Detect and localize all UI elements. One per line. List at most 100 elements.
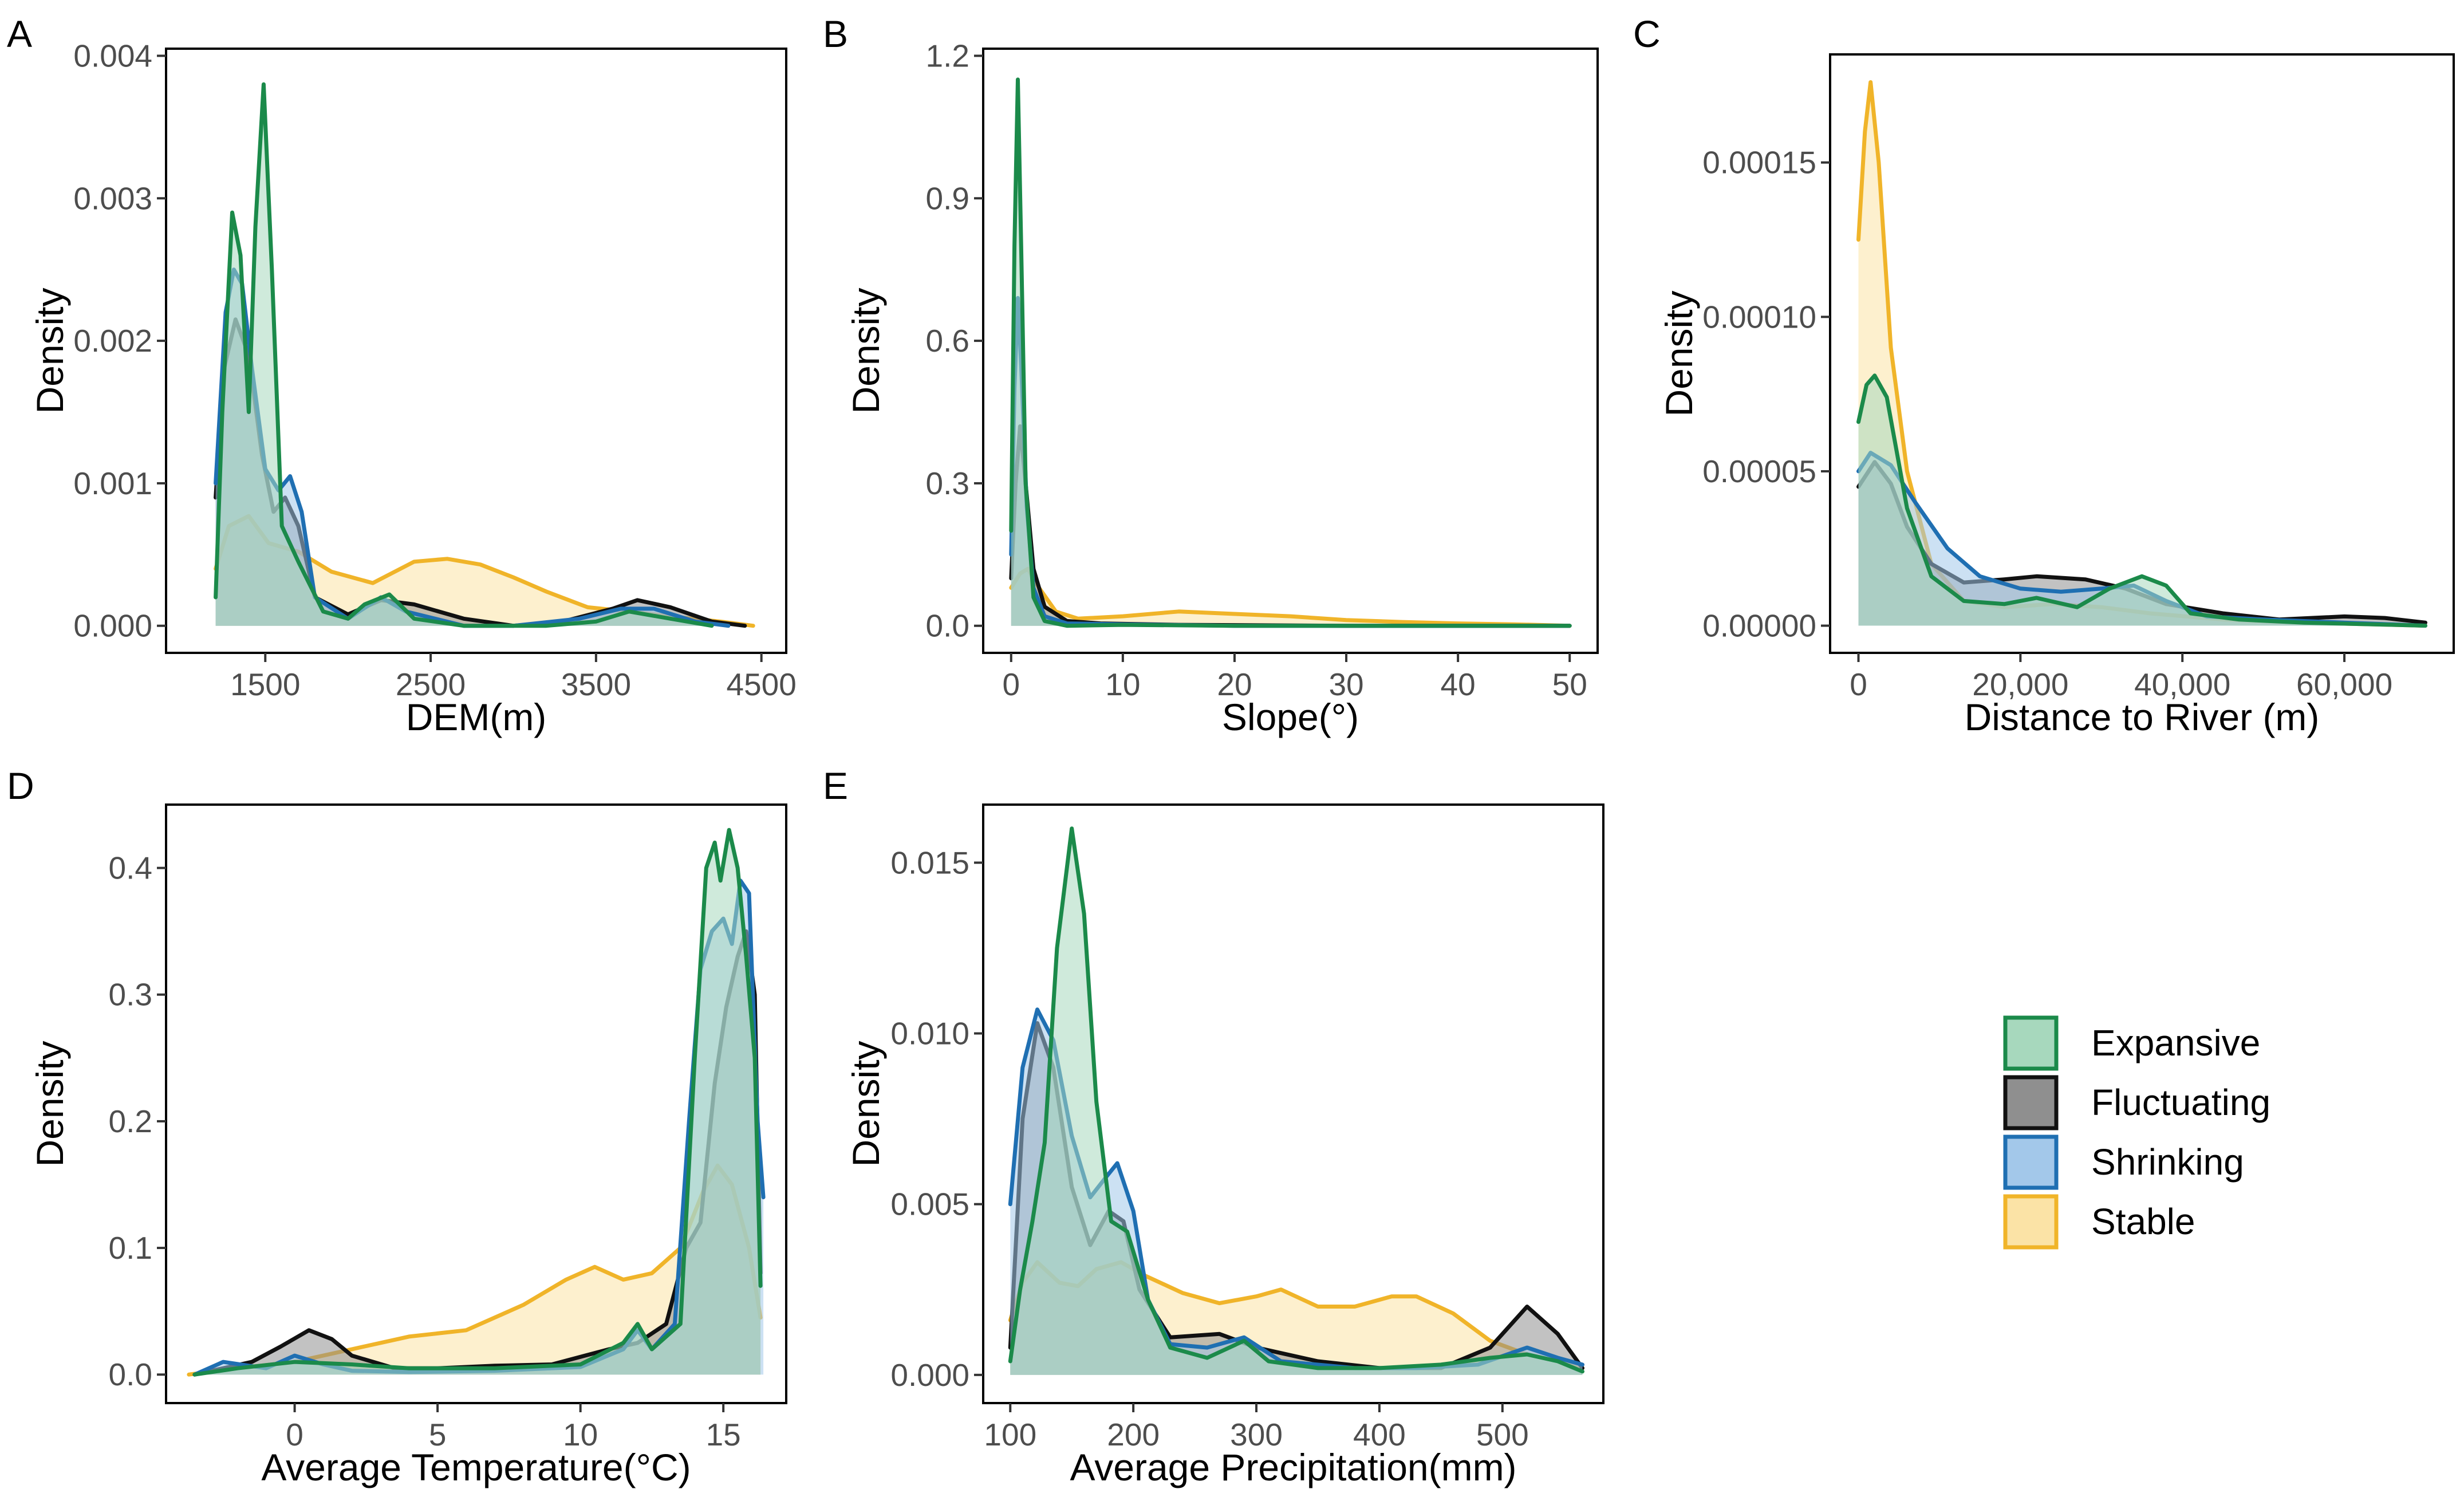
legend-key-stable xyxy=(2003,1194,2059,1250)
panel-letter-e: E xyxy=(823,765,848,807)
density-area-b-fluctuating xyxy=(1011,426,1570,626)
y-tick-label-b: 0.0 xyxy=(926,608,969,644)
panel-letter-d: D xyxy=(7,765,34,807)
x-tick-label-b: 40 xyxy=(1441,667,1476,702)
panel-frame-d xyxy=(165,803,787,1404)
panel-letter-b: B xyxy=(823,13,848,55)
x-tick-label-e: 300 xyxy=(1230,1417,1283,1452)
legend-label-fluctuating: Fluctuating xyxy=(2091,1082,2270,1123)
density-area-d-expansive xyxy=(194,830,761,1375)
density-line-b-expansive xyxy=(1009,77,1572,628)
density-line-b-fluctuating xyxy=(1009,424,1572,628)
series-group-d xyxy=(187,828,766,1377)
y-tick-label-b: 0.9 xyxy=(926,180,969,216)
series-group-b xyxy=(1009,77,1572,628)
legend: Expansive Fluctuating Shrinking Stable xyxy=(2003,1015,2270,1250)
density-line-d-shrinking xyxy=(192,878,766,1377)
legend-label-expansive: Expansive xyxy=(2091,1022,2260,1063)
x-tick-label-b: 10 xyxy=(1105,667,1140,702)
y-tick-label-b: 0.3 xyxy=(926,466,969,501)
x-tick-label-e: 200 xyxy=(1107,1417,1160,1452)
density-area-b-expansive xyxy=(1011,79,1570,626)
x-tick-label-d: 5 xyxy=(429,1417,447,1452)
series-group-c xyxy=(1856,80,2427,628)
x-tick-label-b: 50 xyxy=(1552,667,1587,702)
density-area-e-expansive xyxy=(1010,828,1583,1375)
density-area-d-stable xyxy=(188,1165,761,1375)
y-tick-label-d: 0.2 xyxy=(109,1104,152,1139)
x-tick-label-e: 500 xyxy=(1476,1417,1529,1452)
panel-frame-c xyxy=(1829,53,2455,654)
series-group-e xyxy=(1008,826,1584,1375)
y-axis-title-e: Density xyxy=(845,1041,887,1167)
y-tick-label-d: 0.1 xyxy=(109,1230,152,1266)
x-tick-label-e: 100 xyxy=(984,1417,1036,1452)
x-tick-label-d: 0 xyxy=(286,1417,303,1452)
panel-a: A 1500 2500 3500 4500 0.000 0.001 0.002 0.003 0.0… xyxy=(7,13,797,738)
legend-key-fluctuating xyxy=(2003,1075,2059,1130)
density-line-a-expansive xyxy=(214,82,714,628)
x-tick-label-a: 4500 xyxy=(727,667,797,702)
x-axis-title-c: Distance to River (m) xyxy=(1965,696,2320,738)
y-tick-label-c: 0.00005 xyxy=(1702,454,1816,489)
y-tick-label-a: 0.001 xyxy=(73,466,152,501)
y-tick-label-d: 0.4 xyxy=(109,850,152,886)
x-tick-label-b: 0 xyxy=(1002,667,1020,702)
legend-label-stable: Stable xyxy=(2091,1201,2195,1242)
x-tick-label-c: 0 xyxy=(1850,667,1867,702)
density-area-b-shrinking xyxy=(1011,298,1570,626)
x-axis-title-b: Slope(°) xyxy=(1222,696,1359,738)
x-axis-title-d: Average Temperature(°C) xyxy=(261,1446,691,1488)
density-line-c-expansive xyxy=(1856,373,2427,628)
x-tick-label-a: 2500 xyxy=(396,667,466,702)
x-tick-label-c: 60,000 xyxy=(2296,667,2392,702)
x-tick-label-b: 20 xyxy=(1217,667,1252,702)
x-tick-label-b: 30 xyxy=(1328,667,1363,702)
density-line-e-expansive xyxy=(1008,826,1584,1374)
y-tick-label-e: 0.010 xyxy=(890,1016,969,1051)
x-axis-title-e: Average Precipitation(mm) xyxy=(1070,1446,1516,1488)
y-tick-label-c: 0.00000 xyxy=(1702,608,1816,644)
y-tick-label-a: 0.000 xyxy=(73,608,152,644)
panel-b: B 0 10 20 30 40 50 0.0 0.3 0.6 0.9 1.2 Slope(°) Densi… xyxy=(823,13,1599,738)
y-axis-title-c: Density xyxy=(1658,290,1700,416)
y-tick-label-e: 0.000 xyxy=(890,1357,969,1393)
y-tick-label-a: 0.003 xyxy=(73,180,152,216)
panel-e: E 100 200 300 400 500 0.000 0.005 0.010 0.015 Aver… xyxy=(823,765,1604,1488)
x-tick-label-d: 10 xyxy=(563,1417,598,1452)
y-axis-title-d: Density xyxy=(29,1041,71,1167)
y-tick-label-a: 0.004 xyxy=(73,38,152,73)
panel-letter-c: C xyxy=(1633,13,1661,55)
y-tick-label-c: 0.00015 xyxy=(1702,145,1816,180)
panel-frame-a xyxy=(165,48,787,654)
density-line-b-stable xyxy=(1009,566,1572,628)
legend-label-shrinking: Shrinking xyxy=(2091,1141,2244,1183)
panel-letter-a: A xyxy=(7,13,32,55)
density-line-b-shrinking xyxy=(1009,296,1572,628)
x-tick-label-c: 40,000 xyxy=(2134,667,2230,702)
y-tick-label-a: 0.002 xyxy=(73,323,152,359)
y-tick-label-b: 1.2 xyxy=(926,38,969,73)
density-area-a-stable xyxy=(215,516,754,626)
series-group-a xyxy=(214,82,755,628)
y-tick-label-c: 0.00010 xyxy=(1702,299,1816,334)
x-tick-label-a: 1500 xyxy=(230,667,300,702)
panel-d: D 0 5 10 15 0.0 0.1 0.2 0.3 0.4 Average Temperatur… xyxy=(7,765,787,1488)
x-axis-title-a: DEM(m) xyxy=(406,696,547,738)
density-area-c-expansive xyxy=(1858,375,2426,626)
legend-key-expansive xyxy=(2003,1015,2059,1071)
legend-key-shrinking xyxy=(2003,1134,2059,1190)
y-axis-title-b: Density xyxy=(845,287,887,413)
x-tick-label-a: 3500 xyxy=(561,667,631,702)
panel-frame-e xyxy=(982,803,1604,1404)
y-tick-label-e: 0.005 xyxy=(890,1187,969,1222)
x-tick-label-d: 15 xyxy=(706,1417,741,1452)
density-line-d-expansive xyxy=(192,828,763,1377)
y-tick-label-b: 0.6 xyxy=(926,323,969,359)
panel-c: C 0 20,000 40,000 60,000 0.00000 0.00005 0.0001… xyxy=(1633,13,2455,738)
panel-frame-b xyxy=(982,48,1599,654)
x-tick-label-c: 20,000 xyxy=(1972,667,2068,702)
y-tick-label-d: 0.0 xyxy=(109,1357,152,1392)
y-tick-label-e: 0.015 xyxy=(890,845,969,880)
